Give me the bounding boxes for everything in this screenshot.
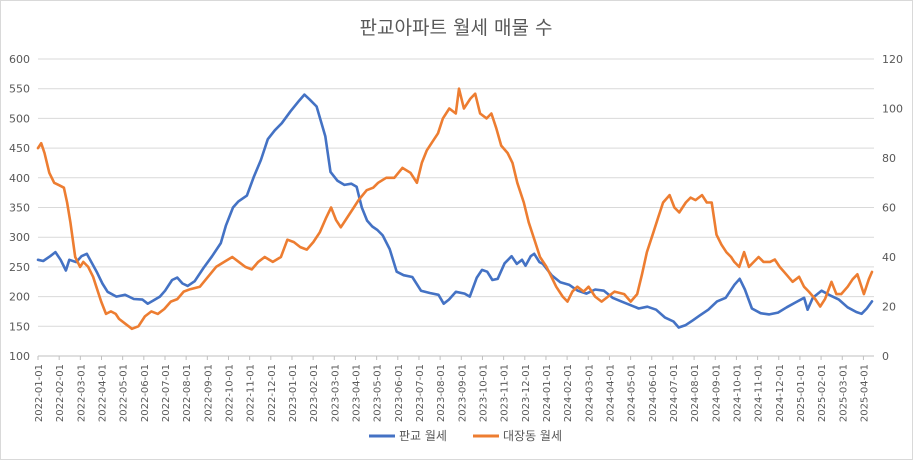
x-tick-label: 2022-02-01: [55, 364, 66, 422]
y-left-tick-label: 250: [9, 261, 30, 274]
x-tick-label: 2025-01-01: [796, 364, 807, 422]
y-right-tick-label: 120: [882, 53, 903, 66]
y-right-tick-label: 100: [882, 103, 903, 116]
x-tick-label: 2025-02-01: [817, 364, 828, 422]
x-tick-label: 2024-09-01: [711, 364, 722, 422]
x-axis: 2022-01-01 2022-02-01 2022-03-01 2022-04-01…: [34, 355, 874, 422]
x-tick-label: 2022-06-01: [140, 364, 151, 422]
x-tick-label: 2022-07-01: [161, 364, 172, 422]
x-tick-label: 2024-01-01: [542, 364, 553, 422]
y-left-tick-label: 450: [9, 142, 30, 155]
x-tick-label: 2022-05-01: [119, 364, 130, 422]
x-tick-label: 2022-04-01: [97, 364, 108, 422]
x-tick-label: 2023-04-01: [351, 364, 362, 422]
x-tick-label: 2022-03-01: [76, 364, 87, 422]
series-lines: [36, 87, 874, 331]
x-tick-label: 2024-05-01: [627, 364, 638, 422]
y-left-tick-label: 400: [9, 172, 30, 185]
x-tick-label: 2023-08-01: [436, 364, 447, 422]
y-right-tick-label: 80: [882, 152, 896, 165]
x-tick-label: 2023-09-01: [457, 364, 468, 422]
x-tick-label: 2024-04-01: [605, 364, 616, 422]
x-tick-label: 2024-12-01: [775, 364, 786, 422]
y-left-tick-label: 150: [9, 320, 30, 333]
x-tick-label: 2024-03-01: [584, 364, 595, 422]
x-tick-label: 2022-11-01: [246, 364, 257, 422]
legend-label: 대장동 월세: [503, 429, 562, 443]
chart-title: 판교아파트 월세 매물 수: [360, 17, 553, 39]
y-axis-right: 120 100 80 60 40 20 0: [882, 53, 903, 363]
y-right-tick-label: 20: [882, 301, 896, 314]
x-tick-label: 2025-04-01: [859, 364, 870, 422]
y-left-tick-label: 100: [9, 350, 30, 363]
y-left-tick-label: 500: [9, 112, 30, 125]
x-tick-label: 2023-10-01: [478, 364, 489, 422]
x-tick-label: 2023-01-01: [288, 364, 299, 422]
x-tick-label: 2024-07-01: [669, 364, 680, 422]
y-left-tick-label: 300: [9, 231, 30, 244]
y-right-tick-label: 40: [882, 251, 896, 264]
x-tick-label: 2023-05-01: [373, 364, 384, 422]
x-tick-label: 2023-06-01: [394, 364, 405, 422]
series-line-1: [36, 93, 874, 329]
y-left-tick-label: 350: [9, 202, 30, 215]
x-tick-label: 2022-10-01: [224, 364, 235, 422]
x-tick-label: 2024-11-01: [754, 364, 765, 422]
y-left-tick-label: 600: [9, 53, 30, 66]
x-tick-label: 2022-09-01: [203, 364, 214, 422]
x-tick-label: 2024-08-01: [690, 364, 701, 422]
x-tick-label: 2024-02-01: [563, 364, 574, 422]
x-tick-label: 2023-03-01: [330, 364, 341, 422]
y-axis-left: 600 550 500 450 400 350 300 250 200 150 100: [9, 53, 30, 363]
legend: 판교 월세 대장동 월세: [369, 429, 562, 443]
x-tick-label: 2022-01-01: [34, 364, 45, 422]
y-right-tick-label: 60: [882, 202, 896, 215]
legend-label: 판교 월세: [399, 429, 447, 443]
x-tick-label: 2023-02-01: [309, 364, 320, 422]
x-tick-label: 2024-10-01: [732, 364, 743, 422]
y-left-tick-label: 550: [9, 83, 30, 96]
x-tick-label: 2023-11-01: [500, 364, 511, 422]
x-tick-label: 2023-12-01: [521, 364, 532, 422]
x-tick-label: 2025-03-01: [838, 364, 849, 422]
series-line-2: [36, 87, 874, 331]
y-right-tick-label: 0: [882, 350, 889, 363]
y-left-tick-label: 200: [9, 291, 30, 304]
x-tick-label: 2023-07-01: [415, 364, 426, 422]
x-tick-label: 2022-12-01: [267, 364, 278, 422]
x-tick-label: 2022-08-01: [182, 364, 193, 422]
x-tick-label: 2024-06-01: [648, 364, 659, 422]
